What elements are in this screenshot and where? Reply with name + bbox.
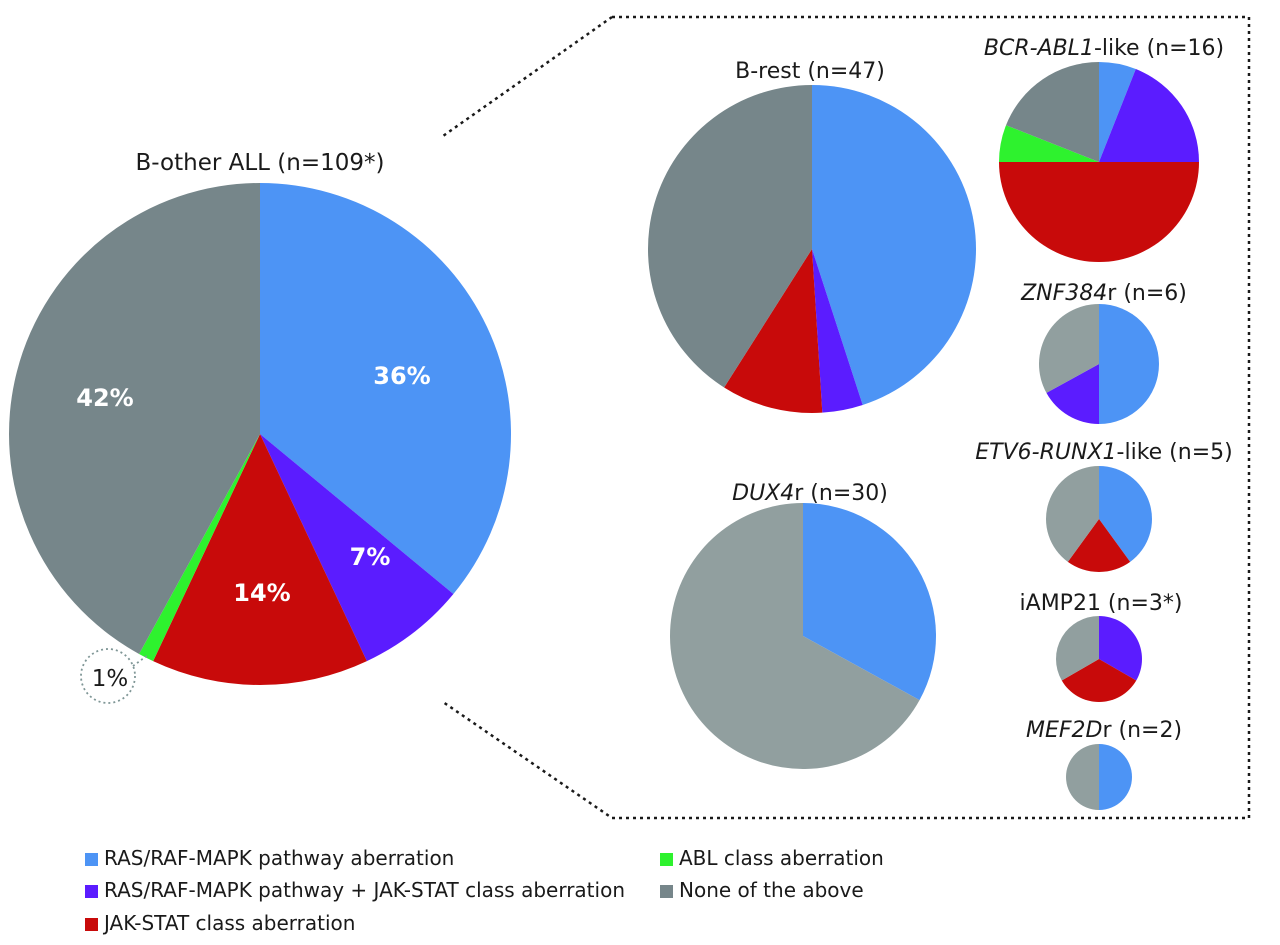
pie-dux4r-slice-none-light <box>670 503 920 769</box>
pie-main-title: B-other ALL (n=109*) <box>136 150 385 176</box>
legend-item-jak: JAK-STAT class aberration <box>85 911 355 935</box>
pie-b-rest-title: B-rest (n=47) <box>735 59 885 84</box>
zoom-box-border <box>442 15 1251 820</box>
pie-iamp21-slice-none-light <box>1056 616 1099 681</box>
pie-bcr-abl1-like-slice-abl <box>999 125 1099 162</box>
legend-swatch-ras-jak <box>85 885 98 898</box>
pie-main-slice-abl <box>139 434 260 662</box>
callout-line-abl <box>132 654 149 667</box>
legend-label-abl: ABL class aberration <box>679 846 884 870</box>
legend-item-abl: ABL class aberration <box>660 846 884 870</box>
pie-znf384r-slice-ras <box>1099 304 1159 424</box>
legend-item-none: None of the above <box>660 878 864 902</box>
pie-dux4r-slice-ras <box>803 503 936 701</box>
pie-bcr-abl1-like: BCR-ABL1-like (n=16) <box>984 36 1224 262</box>
legend-label-ras-jak: RAS/RAF-MAPK pathway + JAK-STAT class ab… <box>104 878 625 902</box>
legend-swatch-abl <box>660 853 673 866</box>
pie-iamp21-slice-jak <box>1061 659 1137 703</box>
pie-etv6-runx1-like-slice-jak <box>1067 519 1131 572</box>
pie-iamp21-slice-ras-jak <box>1099 616 1142 681</box>
legend-label-ras: RAS/RAF-MAPK pathway aberration <box>104 846 455 870</box>
legend-item-ras-jak: RAS/RAF-MAPK pathway + JAK-STAT class ab… <box>85 878 625 902</box>
pie-bcr-abl1-like-slice-jak <box>999 162 1199 262</box>
pie-etv6-runx1-like-title: ETV6-RUNX1-like (n=5) <box>975 440 1232 465</box>
legend-swatch-ras <box>85 853 98 866</box>
pie-main-label-jak: 14% <box>233 579 290 607</box>
pie-mef2dr-title: MEF2Dr (n=2) <box>1026 718 1182 743</box>
pie-main-slice-none <box>8 183 261 654</box>
pie-b-rest-slice-none <box>647 85 812 388</box>
pie-main-label-abl: 1% <box>92 666 129 692</box>
pie-etv6-runx1-like: ETV6-RUNX1-like (n=5) <box>975 440 1233 572</box>
pie-main-slice-jak <box>153 434 367 685</box>
pie-mef2dr-slice-ras <box>1099 744 1132 810</box>
pie-iamp21: iAMP21 (n=3*) <box>1020 591 1183 703</box>
pie-znf384r-slice-none-light <box>1039 304 1099 393</box>
pie-znf384r-slice-ras-jak <box>1046 364 1099 424</box>
pie-main-slice-ras <box>260 183 512 594</box>
pie-mef2dr: MEF2Dr (n=2) <box>1026 718 1182 810</box>
pie-main-slice-ras-jak <box>260 434 454 662</box>
pie-b-rest-slice-ras-jak <box>812 249 863 413</box>
pie-dux4r-title: DUX4r (n=30) <box>732 481 888 506</box>
legend-swatch-jak <box>85 918 98 931</box>
callout-bubble-abl <box>80 648 136 704</box>
pie-main-label-ras-jak: 7% <box>350 543 391 571</box>
pie-iamp21-title: iAMP21 (n=3*) <box>1020 591 1183 616</box>
legend-label-jak: JAK-STAT class aberration <box>104 911 356 935</box>
legend-item-ras: RAS/RAF-MAPK pathway aberration <box>85 846 454 870</box>
pie-b-rest: B-rest (n=47) <box>647 59 976 413</box>
pie-b-rest-slice-jak <box>724 249 823 413</box>
pie-charts: 36% 7% 14% 42% 1% B-other ALL (n=109*) B-rest … <box>8 36 1233 810</box>
pie-bcr-abl1-like-slice-none <box>1006 62 1099 162</box>
pie-znf384r: ZNF384r (n=6) <box>1020 281 1187 424</box>
legend-label-none: None of the above <box>679 878 864 902</box>
pie-etv6-runx1-like-slice-none-light <box>1046 466 1099 562</box>
pie-main-label-ras: 36% <box>373 362 430 390</box>
pie-bcr-abl1-like-slice-ras <box>1099 62 1136 162</box>
legend-swatch-none <box>660 885 673 898</box>
pie-bcr-abl1-like-title: BCR-ABL1-like (n=16) <box>984 36 1224 61</box>
pie-bcr-abl1-like-slice-ras-jak <box>1099 69 1199 162</box>
pie-dux4r: DUX4r (n=30) <box>670 481 936 769</box>
pie-znf384r-title: ZNF384r (n=6) <box>1020 281 1187 306</box>
pie-main: 36% 7% 14% 42% 1% B-other ALL (n=109*) <box>8 150 512 704</box>
pie-main-label-none: 42% <box>76 384 133 412</box>
pie-etv6-runx1-like-slice-ras <box>1099 466 1153 562</box>
pie-mef2dr-slice-none-light <box>1066 744 1099 810</box>
pie-b-rest-slice-ras <box>812 85 976 405</box>
